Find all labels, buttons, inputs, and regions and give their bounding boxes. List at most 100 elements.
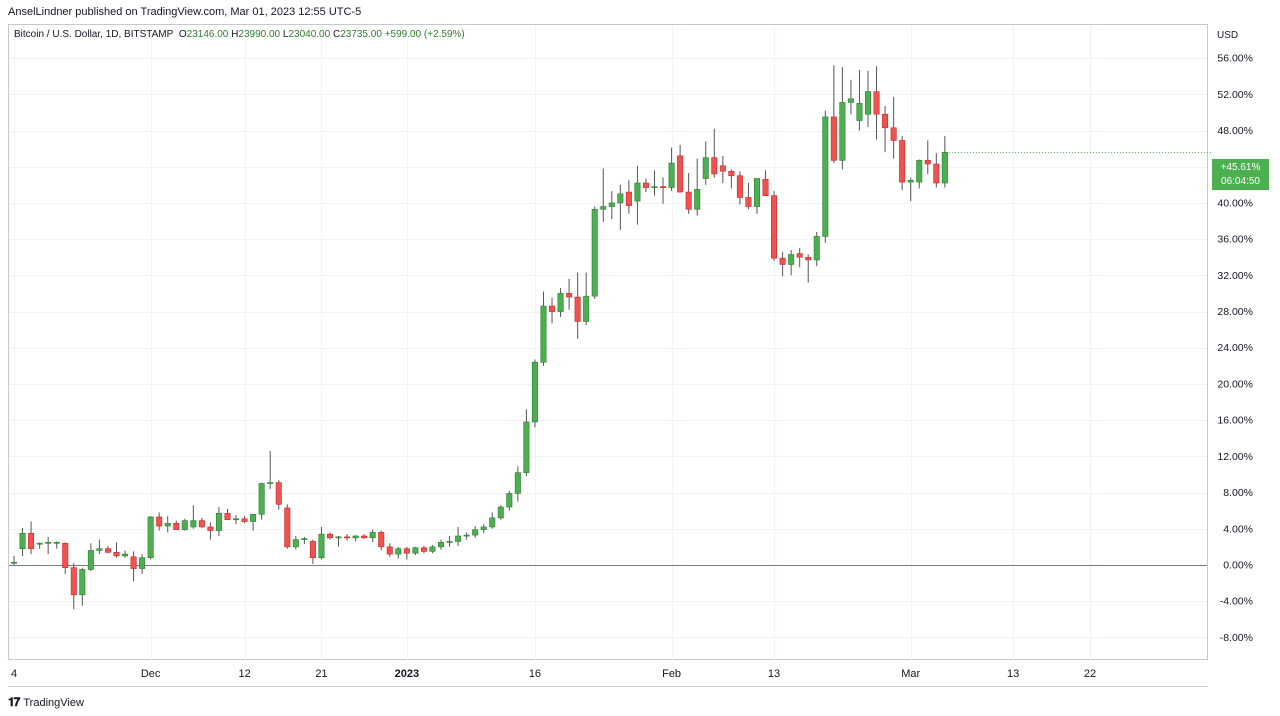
candle-up[interactable]	[318, 533, 325, 559]
candle-down[interactable]	[275, 482, 282, 505]
footer-logo[interactable]: 𝟏𝟕 TradingView	[8, 695, 84, 710]
candle-down[interactable]	[745, 197, 752, 207]
candle-up[interactable]	[634, 182, 641, 202]
candle-up[interactable]	[53, 542, 60, 544]
currency-label[interactable]: USD	[1217, 30, 1239, 41]
candle-up[interactable]	[395, 548, 402, 555]
candle-up[interactable]	[753, 178, 760, 207]
candle-up[interactable]	[822, 116, 829, 237]
candle-up[interactable]	[301, 538, 308, 541]
candle-up[interactable]	[864, 91, 871, 115]
candle-up[interactable]	[916, 160, 923, 183]
candle-down[interactable]	[224, 513, 231, 521]
candle-up[interactable]	[480, 526, 487, 530]
candle-up[interactable]	[497, 506, 504, 519]
candle-down[interactable]	[173, 523, 180, 530]
candle-down[interactable]	[28, 532, 35, 549]
candle-up[interactable]	[489, 517, 496, 528]
candle-down[interactable]	[642, 182, 649, 188]
candle-up[interactable]	[139, 557, 146, 569]
candle-down[interactable]	[873, 91, 880, 115]
candle-up[interactable]	[455, 535, 462, 542]
candle-up[interactable]	[557, 293, 564, 312]
candle-up[interactable]	[352, 535, 359, 539]
candle-up[interactable]	[147, 516, 154, 559]
candle-down[interactable]	[344, 536, 351, 539]
candle-up[interactable]	[292, 539, 299, 548]
candle-down[interactable]	[719, 165, 726, 172]
candle-up[interactable]	[839, 102, 846, 161]
candle-down[interactable]	[933, 163, 940, 184]
candle-up[interactable]	[514, 472, 521, 494]
candle-up[interactable]	[788, 254, 795, 265]
candle-down[interactable]	[378, 532, 385, 548]
candle-up[interactable]	[190, 520, 197, 528]
symbol-name[interactable]: Bitcoin / U.S. Dollar, 1D, BITSTAMP	[14, 29, 174, 40]
candle-down[interactable]	[771, 195, 778, 259]
candle-up[interactable]	[847, 98, 854, 103]
candle-down[interactable]	[711, 157, 718, 175]
candle-down[interactable]	[326, 533, 333, 539]
candle-up[interactable]	[233, 518, 240, 521]
candle-down[interactable]	[660, 186, 667, 188]
candle-up[interactable]	[540, 305, 547, 363]
candle-up[interactable]	[215, 513, 222, 531]
candle-up[interactable]	[600, 206, 607, 210]
candle-down[interactable]	[779, 257, 786, 265]
candle-up[interactable]	[523, 421, 530, 473]
candle-up[interactable]	[369, 532, 376, 539]
candle-up[interactable]	[335, 536, 342, 539]
candle-up[interactable]	[87, 550, 94, 570]
candle-down[interactable]	[241, 518, 248, 522]
candle-down[interactable]	[685, 191, 692, 210]
candle-up[interactable]	[250, 513, 257, 522]
candle-up[interactable]	[11, 561, 18, 564]
candle-down[interactable]	[156, 516, 163, 527]
candle-up[interactable]	[907, 179, 914, 183]
candle-down[interactable]	[130, 556, 137, 569]
candle-up[interactable]	[813, 236, 820, 261]
candle-down[interactable]	[284, 507, 291, 548]
candle-up[interactable]	[122, 553, 129, 557]
candle-down[interactable]	[728, 170, 735, 177]
candle-up[interactable]	[856, 103, 863, 121]
candle-down[interactable]	[882, 113, 889, 129]
candle-down[interactable]	[890, 127, 897, 141]
candle-up[interactable]	[19, 532, 26, 549]
candle-up[interactable]	[258, 483, 265, 515]
candle-down[interactable]	[805, 256, 812, 261]
candle-up[interactable]	[651, 186, 658, 188]
candle-up[interactable]	[437, 542, 444, 548]
candle-down[interactable]	[899, 140, 906, 183]
candle-up[interactable]	[79, 569, 86, 596]
candle-down[interactable]	[62, 542, 69, 568]
candle-down[interactable]	[309, 541, 316, 559]
candle-down[interactable]	[113, 551, 120, 557]
candle-down[interactable]	[625, 191, 632, 206]
candle-down[interactable]	[736, 175, 743, 198]
candle-down[interactable]	[361, 535, 368, 539]
candle-up[interactable]	[446, 541, 453, 543]
candle-down[interactable]	[403, 548, 410, 554]
candle-up[interactable]	[164, 523, 171, 527]
candle-up[interactable]	[941, 151, 948, 184]
candle-down[interactable]	[762, 179, 769, 196]
candle-up[interactable]	[412, 547, 419, 554]
candle-down[interactable]	[924, 160, 931, 165]
candle-down[interactable]	[104, 548, 111, 553]
candle-up[interactable]	[702, 157, 709, 179]
candle-up[interactable]	[463, 534, 470, 537]
candle-down[interactable]	[70, 567, 77, 596]
candle-down[interactable]	[420, 547, 427, 552]
candle-up[interactable]	[608, 202, 615, 207]
candle-down[interactable]	[386, 546, 393, 555]
candle-up[interactable]	[668, 162, 675, 188]
candle-down[interactable]	[549, 305, 556, 312]
candle-up[interactable]	[694, 189, 701, 210]
chart-pane[interactable]	[8, 24, 1208, 660]
candle-up[interactable]	[96, 548, 103, 551]
candle-up[interactable]	[267, 482, 274, 484]
candle-up[interactable]	[472, 529, 479, 536]
candle-down[interactable]	[207, 526, 214, 531]
candle-down[interactable]	[566, 293, 573, 298]
